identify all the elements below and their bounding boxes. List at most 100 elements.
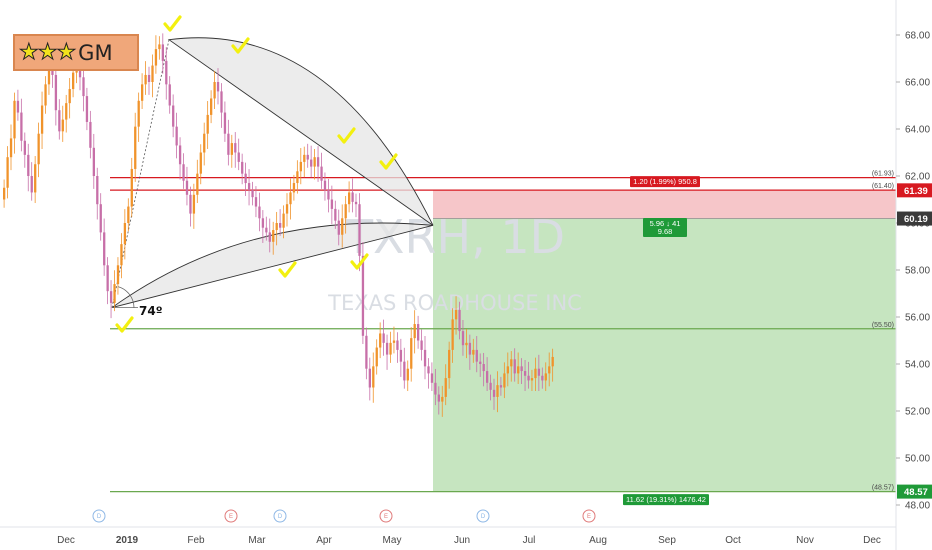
triangle-base bbox=[111, 39, 170, 308]
ratio-label-text: 9.68 bbox=[658, 227, 673, 236]
candle-body bbox=[461, 331, 465, 346]
candle-body bbox=[30, 176, 33, 193]
check-icon bbox=[337, 127, 356, 144]
candle-body bbox=[396, 340, 399, 350]
ratio-label-box bbox=[643, 218, 687, 238]
candle-body bbox=[275, 223, 278, 231]
candle-body bbox=[299, 161, 302, 172]
event-label: D bbox=[97, 514, 102, 520]
candle-body bbox=[499, 385, 503, 388]
level-label-upper_red: (61.93) bbox=[872, 171, 894, 178]
candle-body bbox=[479, 361, 482, 364]
candle-body bbox=[82, 77, 85, 97]
candle-body bbox=[120, 244, 123, 266]
time-axis[interactable]: Dec 2019 Feb Mar Apr May Jun Jul Aug Sep Oct Nov Dec bbox=[57, 535, 881, 546]
candle-body bbox=[492, 389, 496, 397]
price-axis[interactable]: 48.0050.0052.0054.0056.0058.0060.0062.00… bbox=[896, 31, 932, 512]
position-labels: 1.20 (1.99%) 950.8 5.96 ↓ 419.68 11.62 (19… bbox=[623, 176, 709, 506]
candle-body bbox=[106, 265, 109, 292]
candle-body bbox=[237, 152, 240, 162]
x-tick-label: Apr bbox=[316, 535, 332, 546]
candle-body bbox=[6, 157, 9, 188]
candle-body bbox=[272, 230, 275, 242]
candle-body bbox=[506, 366, 509, 374]
candle-body bbox=[358, 204, 361, 256]
candle-body bbox=[44, 84, 47, 106]
candle-body bbox=[413, 324, 416, 339]
candle-body bbox=[448, 349, 451, 379]
angle-label: 74º bbox=[139, 304, 163, 318]
candle-body bbox=[523, 371, 527, 376]
candle-body bbox=[68, 89, 71, 104]
candle-body bbox=[399, 349, 403, 362]
dividend-event-icon bbox=[273, 509, 287, 523]
watermark-name: TEXAS ROADHOUSE INC bbox=[327, 291, 582, 315]
candle-body bbox=[61, 119, 64, 132]
candle-body bbox=[310, 159, 313, 167]
candle-body bbox=[251, 190, 254, 198]
check-icon bbox=[278, 261, 297, 278]
candle-body bbox=[468, 342, 472, 355]
candle-body bbox=[341, 218, 344, 235]
candle-body bbox=[417, 324, 420, 341]
check-icon bbox=[231, 37, 250, 54]
y-tick-label: 56.00 bbox=[905, 313, 930, 324]
ratio-label-text: 5.96 ↓ 41 bbox=[650, 219, 681, 228]
candle-body bbox=[365, 335, 368, 369]
y-tick-label: 62.00 bbox=[905, 172, 930, 183]
x-tick-label: Sep bbox=[658, 535, 676, 546]
candle-body bbox=[503, 373, 506, 388]
candle-body bbox=[161, 44, 164, 61]
candle-body bbox=[330, 199, 334, 209]
candle-body bbox=[141, 84, 144, 101]
triangle-drawing[interactable] bbox=[111, 37, 434, 309]
candle-body bbox=[144, 74, 147, 85]
check-icon bbox=[350, 253, 369, 270]
candle-body bbox=[227, 133, 230, 155]
candle-body bbox=[465, 342, 468, 346]
check-icon bbox=[379, 153, 398, 170]
candle-body bbox=[113, 284, 116, 303]
candle-body bbox=[279, 223, 282, 228]
reward-label-box bbox=[623, 494, 709, 506]
candle-body bbox=[178, 145, 182, 165]
candle-body bbox=[165, 60, 168, 85]
candle-body bbox=[327, 190, 330, 200]
candle-body bbox=[54, 74, 58, 111]
candle-body bbox=[223, 112, 227, 134]
check-marks bbox=[115, 15, 398, 333]
candle-body bbox=[313, 157, 316, 167]
loss-zone bbox=[433, 190, 896, 219]
candle-body bbox=[13, 100, 16, 139]
price-tag-stop bbox=[897, 484, 932, 499]
candle-body bbox=[265, 227, 268, 233]
candle-body bbox=[241, 161, 244, 174]
candle-body bbox=[544, 373, 547, 381]
price-tag-stop-text: 48.57 bbox=[904, 487, 928, 498]
candle-body bbox=[551, 356, 554, 367]
candle-body bbox=[289, 192, 292, 205]
x-tick-label: Dec bbox=[863, 535, 881, 546]
candle-body bbox=[123, 223, 127, 245]
candle-body bbox=[147, 74, 151, 82]
candle-body bbox=[182, 164, 185, 181]
candle-body bbox=[530, 378, 534, 381]
candle-body bbox=[34, 164, 37, 193]
event-label: E bbox=[384, 514, 388, 520]
candle-body bbox=[216, 82, 220, 92]
candle-body bbox=[392, 340, 396, 343]
candle-body bbox=[486, 371, 489, 383]
candle-body bbox=[258, 206, 261, 219]
check-icon bbox=[115, 316, 134, 333]
level-label-lower_red: (61.40) bbox=[872, 183, 894, 190]
y-tick-label: 48.00 bbox=[905, 501, 930, 512]
candle-body bbox=[116, 265, 120, 285]
candle-body bbox=[517, 366, 520, 374]
level-lines[interactable]: (61.93) (61.40) (55.50) (48.57) bbox=[110, 171, 896, 493]
candle-body bbox=[361, 255, 365, 336]
candle-body bbox=[451, 319, 454, 350]
event-label: D bbox=[481, 514, 486, 520]
